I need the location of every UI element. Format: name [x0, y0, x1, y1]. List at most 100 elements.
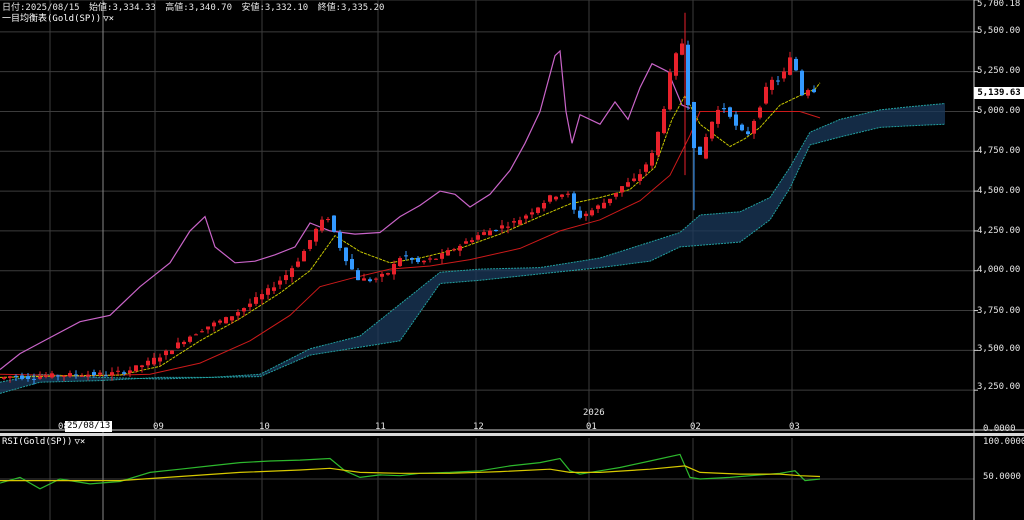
candle-up — [602, 202, 606, 209]
year-label: 2026 — [583, 408, 605, 418]
main-panel-label[interactable]: 一目均衡表(Gold(SP)) ▽× — [2, 11, 114, 24]
ohlc-info-bar: 日付:2025/08/15 始値:3,334.33 高値:3,340.70 安値… — [2, 0, 388, 13]
candle-up — [128, 370, 132, 373]
candle-up — [482, 232, 486, 235]
candle-down — [578, 210, 582, 218]
candle-up — [254, 297, 258, 304]
candle-up — [518, 220, 522, 225]
candle-up — [134, 365, 138, 371]
candle-up — [374, 278, 378, 280]
candle-up — [236, 312, 240, 316]
candle-down — [104, 375, 108, 377]
candle-down — [14, 375, 18, 377]
info-open: 始値:3,334.33 — [89, 3, 156, 13]
cloud-fill — [0, 103, 945, 394]
candle-up — [470, 240, 474, 243]
candle-up — [476, 235, 480, 240]
y-tick-label: 5,000.00 — [977, 106, 1021, 116]
candle-up — [626, 182, 630, 187]
candle-up — [8, 376, 12, 378]
candle-up — [50, 373, 54, 378]
candle-up — [380, 273, 384, 277]
y-tick-label: 4,250.00 — [977, 226, 1021, 236]
rsi-panel-menu-icon[interactable]: ▽× — [74, 437, 86, 447]
candle-up — [590, 210, 594, 216]
candle-up — [716, 109, 720, 124]
candle-up — [296, 261, 300, 267]
candle-up — [632, 178, 636, 181]
candle-up — [290, 268, 294, 277]
candle-down — [368, 279, 372, 282]
candle-down — [122, 372, 126, 374]
y-tick-label: 3,500.00 — [977, 344, 1021, 354]
candle-up — [782, 71, 786, 79]
candle-down — [686, 44, 690, 106]
y-tick-label: 5,700.18 — [977, 0, 1021, 9]
candle-down — [812, 89, 816, 93]
candle-up — [140, 365, 144, 368]
y-tick-label: 5,500.00 — [977, 26, 1021, 36]
candle-up — [638, 174, 642, 181]
candle-up — [2, 377, 6, 379]
x-tick-label: 09 — [153, 422, 164, 432]
candle-up — [596, 205, 600, 209]
main-panel-menu-icon[interactable]: ▽× — [103, 14, 115, 24]
candle-up — [326, 218, 330, 221]
info-high: 高値:3,340.70 — [165, 3, 233, 13]
candle-up — [788, 57, 792, 75]
candle-up — [266, 288, 270, 295]
panel-separator — [0, 433, 1024, 436]
candle-down — [338, 232, 342, 248]
candle-up — [434, 258, 438, 260]
candle-down — [776, 80, 780, 82]
last-price-tag: 5,139.63 — [974, 87, 1024, 99]
candle-down — [56, 375, 60, 377]
candle-up — [710, 121, 714, 139]
candle-down — [494, 229, 498, 231]
rsi-panel-title: RSI(Gold(SP)) — [2, 437, 73, 447]
candle-up — [524, 215, 528, 219]
x-tick-label: 11 — [375, 422, 386, 432]
rsi-signal-line — [0, 465, 821, 482]
x-tick-label: 02 — [690, 422, 701, 432]
candle-up — [440, 253, 444, 259]
candle-up — [116, 370, 120, 372]
candle-up — [308, 240, 312, 249]
candle-up — [656, 131, 660, 156]
candle-up — [152, 357, 156, 365]
candle-down — [734, 114, 738, 126]
candle-up — [194, 334, 198, 336]
crosshair-date-tag: 25/08/13 — [65, 421, 113, 432]
candle-up — [584, 213, 588, 217]
candle-up — [362, 278, 366, 281]
candle-down — [572, 193, 576, 210]
candle-up — [662, 108, 666, 134]
candle-up — [86, 374, 90, 377]
candle-down — [92, 372, 96, 376]
candle-up — [752, 120, 756, 134]
candle-up — [260, 294, 264, 300]
candle-up — [806, 90, 810, 96]
candle-up — [110, 372, 114, 376]
candle-up — [674, 53, 678, 76]
candle-up — [224, 317, 228, 324]
candle-up — [548, 195, 552, 202]
ichimoku-cloud — [0, 103, 946, 394]
candle-series — [2, 12, 816, 385]
x-tick-label: 03 — [789, 422, 800, 432]
main-panel-title: 一目均衡表(Gold(SP)) — [2, 14, 102, 24]
candle-down — [26, 376, 30, 379]
candle-up — [560, 194, 564, 197]
candle-up — [320, 219, 324, 231]
rsi-panel-label[interactable]: RSI(Gold(SP)) ▽× — [2, 437, 85, 447]
candle-up — [80, 375, 84, 377]
candle-down — [20, 375, 24, 379]
candle-up — [488, 230, 492, 236]
candle-up — [62, 375, 66, 377]
candle-down — [350, 259, 354, 270]
kijun-sen-line — [0, 111, 821, 377]
candle-up — [314, 228, 318, 242]
candle-down — [794, 58, 798, 71]
